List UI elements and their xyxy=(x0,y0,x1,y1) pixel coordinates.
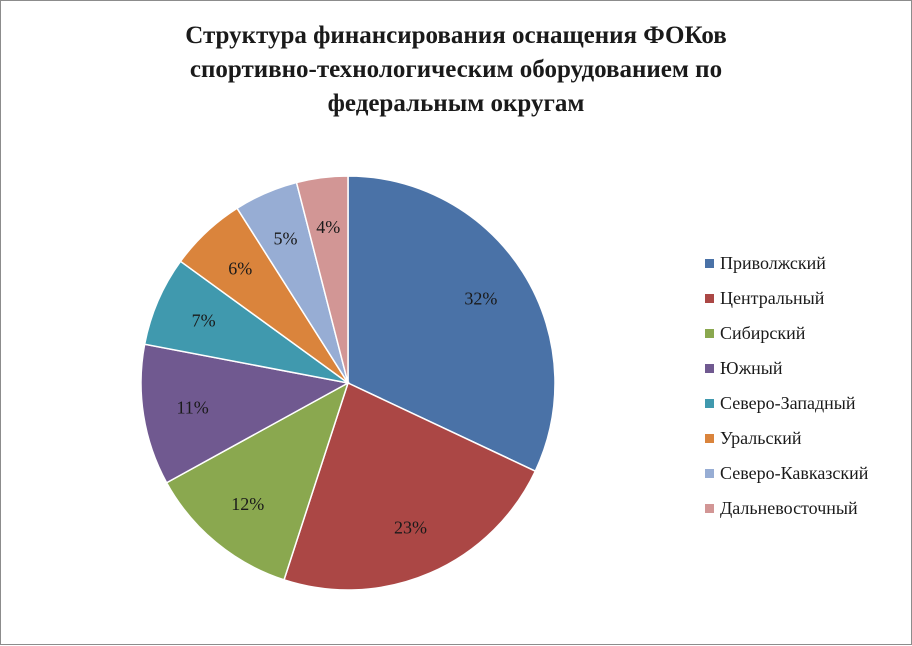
legend-label: Уральский xyxy=(720,428,802,448)
legend-label: Северо-Западный xyxy=(720,393,856,413)
legend-label: Приволжский xyxy=(720,253,826,273)
legend: Приволжский Центральный Сибирский Южный Севе… xyxy=(705,246,868,526)
chart-title-line: Структура финансирования оснащения ФОКов xyxy=(185,22,727,49)
slice-data-label: 11% xyxy=(176,398,208,418)
legend-swatch xyxy=(705,329,714,338)
pie-slice xyxy=(283,381,537,591)
pie-slice xyxy=(347,175,556,473)
legend-item: Южный xyxy=(705,351,868,386)
slice-data-label: 6% xyxy=(228,258,252,278)
legend-swatch xyxy=(705,469,714,478)
legend-item: Сибирский xyxy=(705,316,868,351)
legend-swatch xyxy=(705,399,714,408)
legend-label: Южный xyxy=(720,358,783,378)
legend-label: Северо-Кавказский xyxy=(720,463,869,483)
legend-item: Северо-Западный xyxy=(705,386,868,421)
pie-slice xyxy=(165,381,350,581)
slice-data-label: 23% xyxy=(394,517,427,537)
chart-title: Структура финансирования оснащения ФОКов… xyxy=(81,19,831,121)
slice-data-label: 12% xyxy=(231,494,264,514)
legend-swatch xyxy=(705,364,714,373)
slice-data-label: 7% xyxy=(192,311,216,331)
legend-label: Центральный xyxy=(720,288,825,308)
slice-data-label: 32% xyxy=(464,289,497,309)
legend-swatch xyxy=(705,434,714,443)
pie-slice xyxy=(295,175,349,384)
legend-item: Дальневосточный xyxy=(705,491,868,526)
chart-title-line: спортивно-технологическим оборудованием … xyxy=(189,56,723,83)
pie-slice xyxy=(140,343,351,484)
legend-swatch xyxy=(705,259,714,268)
legend-item: Приволжский xyxy=(705,246,868,281)
legend-label: Дальневосточный xyxy=(720,498,858,518)
legend-item: Уральский xyxy=(705,421,868,456)
legend-item: Центральный xyxy=(705,281,868,316)
legend-item: Северо-Кавказский xyxy=(705,456,868,491)
legend-swatch xyxy=(705,504,714,513)
slice-data-label: 4% xyxy=(316,217,340,237)
slice-data-label: 5% xyxy=(274,229,298,249)
chart-title-line: федеральным округам xyxy=(327,90,585,117)
legend-swatch xyxy=(705,294,714,303)
legend-label: Сибирский xyxy=(720,323,806,343)
